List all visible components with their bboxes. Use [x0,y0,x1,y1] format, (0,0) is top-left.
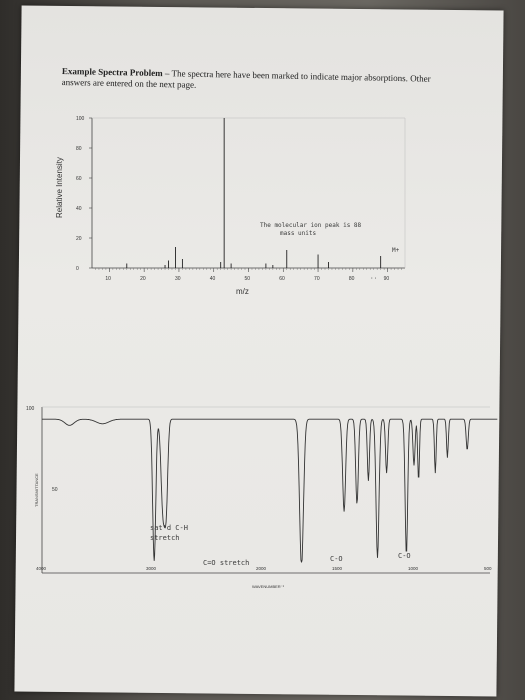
heading-title: Example Spectra Problem [61,66,163,79]
ir-spectrum-chart: 100 50 TRANSMITTANCE 4000 3000 2000 1500 100… [26,406,498,589]
ir-xtick-label: 1000 [408,566,419,571]
ms-annotation-line2: mass units [280,230,317,237]
ir-xtick-label: 3000 [146,566,157,571]
ir-annotation-c-o-1: C-O [330,555,343,563]
ir-xtick-label: 1500 [332,566,343,571]
ms-xtick-label: 20 [140,276,146,282]
ms-ytick-label: 60 [76,176,82,182]
ir-xtick-label: 4000 [36,566,47,571]
ms-ytick-label: 80 [76,146,82,152]
ms-xlabel: m/z [236,287,249,296]
ms-ytick-label: 40 [76,206,82,212]
ir-xtick-label: 500 [484,566,492,571]
ms-xtick-label: 50 [245,276,251,282]
ir-annotation-co-stretch: C=O stretch [203,559,249,567]
ms-xtick-label: 30 [175,276,181,282]
ir-annotation-c-o-2: C-O [398,552,411,560]
ms-xtick-label: 60 [279,276,285,282]
ms-xtick-label: 90 [384,276,390,282]
ms-xtick-label: 80 [349,276,355,282]
ms-annotation-line1: The molecular ion peak is 88 [260,222,362,229]
ms-ytick-label: 20 [76,236,82,242]
ir-ytop-label: 100 [26,406,35,412]
ms-xtick-label: 10 [105,276,111,282]
ms-arrow-label: ·· [370,275,377,282]
ir-xtick-label: 2000 [256,566,267,571]
ms-xtick-label: 70 [314,276,320,282]
ms-ytick-label: 100 [76,116,85,122]
ir-ylabel: TRANSMITTANCE [34,473,39,507]
ms-ytick-label: 0 [76,266,79,272]
ms-xtick-label: 40 [210,276,216,282]
ms-ylabel: Relative Intensity [55,157,64,218]
ir-spectrum-trace [42,418,498,563]
ir-ymid-label: 50 [52,487,58,493]
ir-annotation-ch-1: sat'd C-H [150,524,188,532]
ir-annotation-ch-2: stretch [150,534,180,542]
mass-spectrum-chart: Relative Intensity 100 80 60 40 20 0 10 20 30 40… [55,116,406,296]
ir-xlabel: WAVENUMBER⁻¹ [252,584,285,589]
ms-mplus-label: M+ [392,247,400,254]
